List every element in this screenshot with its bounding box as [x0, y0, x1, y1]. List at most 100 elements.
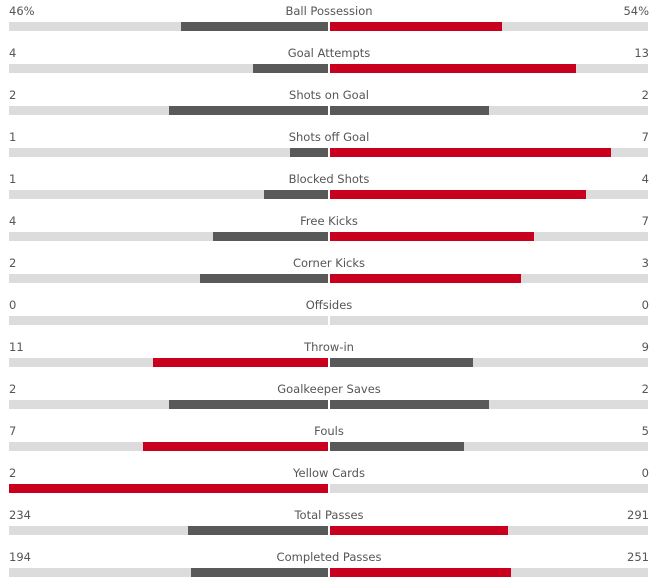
home-bar-fill — [253, 64, 328, 73]
away-bar-track — [330, 526, 648, 535]
stat-row-blocked-shots: 1 Blocked Shots 4 — [0, 168, 656, 199]
away-bar-track — [330, 22, 648, 31]
home-bar-track — [9, 232, 328, 241]
stat-row-shots-on-goal: 2 Shots on Goal 2 — [0, 84, 656, 115]
home-value: 1 — [9, 172, 17, 186]
home-bar-fill — [9, 484, 328, 493]
away-bar-fill — [330, 274, 521, 283]
away-value: 5 — [641, 424, 649, 438]
home-value: 11 — [9, 340, 24, 354]
stat-row-shots-off-goal: 1 Shots off Goal 7 — [0, 126, 656, 157]
stat-row-free-kicks: 4 Free Kicks 7 — [0, 210, 656, 241]
home-bar-fill — [213, 232, 328, 241]
home-bar-track — [9, 568, 328, 577]
stat-label: Yellow Cards — [293, 466, 365, 480]
away-bar-track — [330, 232, 648, 241]
away-value: 0 — [641, 466, 649, 480]
away-bar-fill — [330, 148, 612, 157]
stat-row-fouls: 7 Fouls 5 — [0, 420, 656, 451]
home-bar-fill — [264, 190, 328, 199]
away-bar-fill — [330, 190, 586, 199]
home-bar-fill — [181, 22, 328, 31]
home-bar-fill — [168, 106, 328, 115]
away-bar-track — [330, 64, 648, 73]
away-bar-track — [330, 442, 648, 451]
away-bar-track — [330, 190, 648, 199]
stat-row-offsides: 0 Offsides 0 — [0, 294, 656, 325]
home-value: 4 — [9, 46, 17, 60]
stat-label: Goal Attempts — [287, 46, 371, 60]
stat-label: Completed Passes — [276, 550, 382, 564]
away-value: 3 — [641, 256, 649, 270]
stat-row-goal-attempts: 4 Goal Attempts 13 — [0, 42, 656, 73]
home-bar-track — [9, 274, 328, 283]
home-bar-fill — [187, 526, 328, 535]
home-bar-track — [9, 442, 328, 451]
stat-label: Offsides — [305, 298, 353, 312]
away-bar-track — [330, 316, 648, 325]
home-bar-track — [9, 400, 328, 409]
away-bar-fill — [330, 358, 474, 367]
stat-row-completed-passes: 194 Completed Passes 251 — [0, 546, 656, 577]
home-bar-fill — [289, 148, 328, 157]
away-value: 291 — [627, 508, 649, 522]
home-bar-track — [9, 484, 328, 493]
away-value: 13 — [634, 46, 649, 60]
stat-label: Shots on Goal — [289, 88, 369, 102]
stat-label: Corner Kicks — [292, 256, 366, 270]
home-bar-track — [9, 358, 328, 367]
stat-row-goalkeeper-saves: 2 Goalkeeper Saves 2 — [0, 378, 656, 409]
away-bar-track — [330, 484, 648, 493]
away-bar-fill — [330, 568, 512, 577]
home-bar-fill — [152, 358, 328, 367]
stat-label: Total Passes — [294, 508, 364, 522]
stat-row-corner-kicks: 2 Corner Kicks 3 — [0, 252, 656, 283]
away-bar-fill — [330, 442, 464, 451]
away-bar-track — [330, 400, 648, 409]
home-value: 2 — [9, 88, 17, 102]
away-value: 0 — [641, 298, 649, 312]
home-bar-track — [9, 148, 328, 157]
stat-row-yellow-cards: 2 Yellow Cards 0 — [0, 462, 656, 493]
home-value: 194 — [9, 550, 31, 564]
stat-label: Blocked Shots — [288, 172, 370, 186]
away-bar-track — [330, 358, 648, 367]
home-bar-track — [9, 316, 328, 325]
away-bar-track — [330, 568, 648, 577]
away-value: 54% — [623, 4, 649, 18]
away-value: 7 — [641, 130, 649, 144]
stat-label: Free Kicks — [300, 214, 358, 228]
away-bar-fill — [330, 526, 509, 535]
home-bar-track — [9, 526, 328, 535]
stat-row-throw-in: 11 Throw-in 9 — [0, 336, 656, 367]
away-bar-fill — [330, 22, 502, 31]
home-value: 1 — [9, 130, 17, 144]
away-value: 4 — [641, 172, 649, 186]
stat-row-ball-possession: 46% Ball Possession 54% — [0, 0, 656, 31]
home-value: 4 — [9, 214, 17, 228]
away-value: 2 — [641, 88, 649, 102]
home-bar-track — [9, 190, 328, 199]
home-bar-track — [9, 64, 328, 73]
away-bar-track — [330, 106, 648, 115]
home-bar-track — [9, 106, 328, 115]
home-bar-fill — [142, 442, 328, 451]
home-value: 2 — [9, 256, 17, 270]
stat-row-total-passes: 234 Total Passes 291 — [0, 504, 656, 535]
stat-label: Ball Possession — [285, 4, 373, 18]
home-bar-track — [9, 22, 328, 31]
away-bar-fill — [330, 232, 534, 241]
stat-label: Goalkeeper Saves — [277, 382, 381, 396]
home-bar-fill — [190, 568, 328, 577]
away-bar-fill — [330, 106, 489, 115]
stat-label: Shots off Goal — [288, 130, 370, 144]
away-bar-track — [330, 274, 648, 283]
home-value: 2 — [9, 382, 17, 396]
away-value: 251 — [627, 550, 649, 564]
home-value: 2 — [9, 466, 17, 480]
home-value: 46% — [9, 4, 35, 18]
away-value: 7 — [641, 214, 649, 228]
away-bar-fill — [330, 400, 489, 409]
home-bar-fill — [200, 274, 328, 283]
